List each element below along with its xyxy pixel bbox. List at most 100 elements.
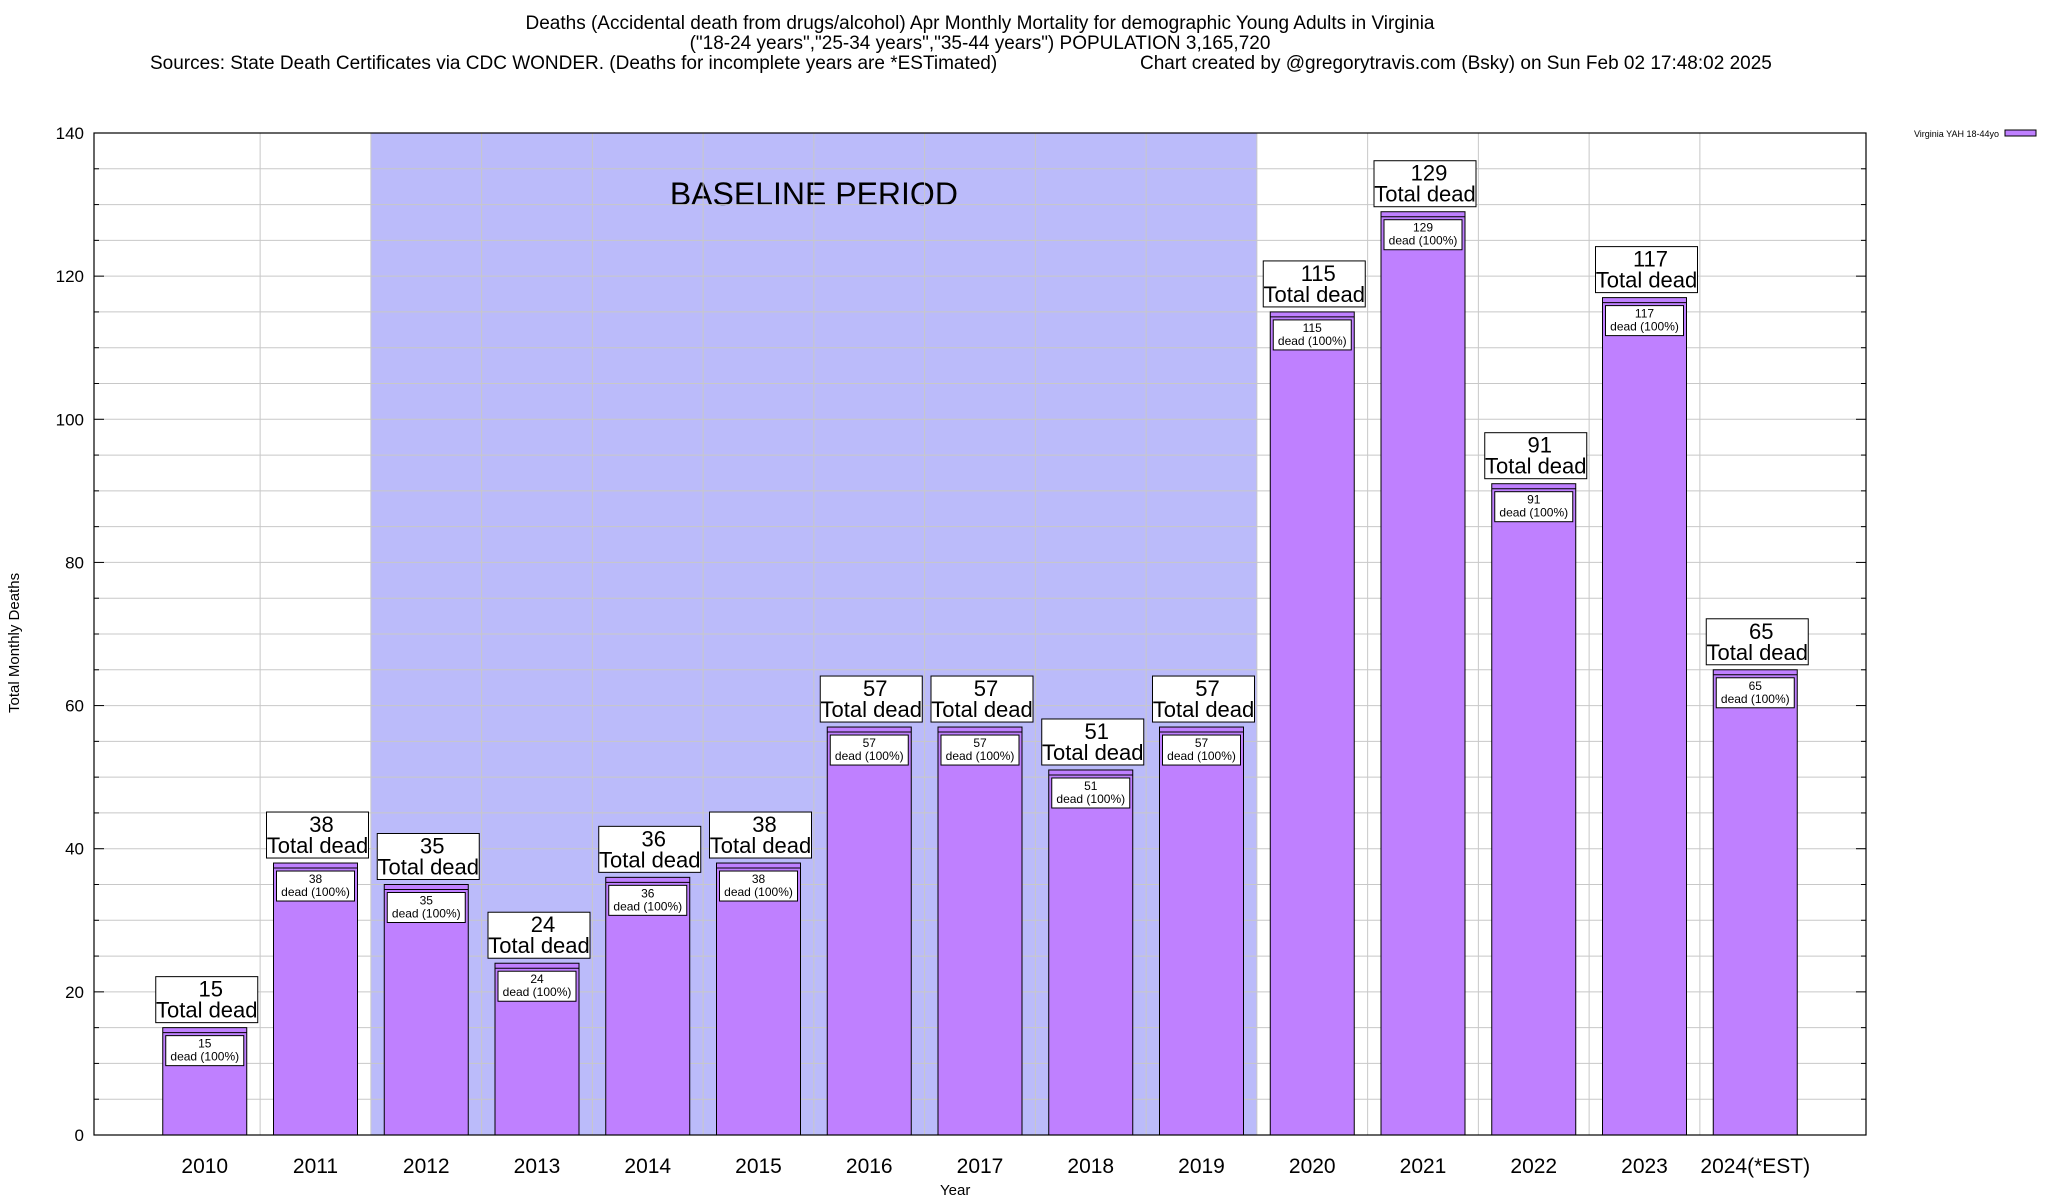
segment-label-text: dead (100%) [1389,234,1458,248]
segment-label-box [1494,491,1574,523]
segment-label-box [940,734,1020,766]
segment-label-text: dead (100%) [503,985,572,999]
total-label-box [819,675,923,723]
total-label-text: Total dead [931,697,1033,722]
x-tick-label: 2010 [181,1155,228,1178]
segment-label-text: dead (100%) [1610,320,1679,334]
total-label-text: Total dead [820,697,922,722]
total-label-value: 51 [1085,719,1109,744]
legend-swatch [2004,129,2037,137]
segment-label-value: 38 [309,872,323,886]
total-label-value: 129 [1411,161,1448,186]
total-label-text: Total dead [156,998,258,1023]
bar [1269,311,1355,1136]
bar [826,726,912,1136]
x-tick-label: 2019 [1178,1155,1225,1178]
total-label-box [1041,718,1145,766]
y-tick-label: 20 [65,983,84,1002]
segment-label-box [1162,734,1241,766]
total-label-value: 57 [974,676,998,701]
y-tick-label: 80 [65,553,84,572]
x-tick-label: 2021 [1400,1155,1447,1178]
total-label-value: 57 [863,676,887,701]
chart-sources: Sources: State Death Certificates via CD… [150,53,998,74]
total-label-text: Total dead [1706,640,1808,665]
total-label-value: 38 [752,812,776,837]
segment-label-value: 24 [530,972,544,986]
segment-label-value: 115 [1303,321,1322,335]
x-tick-label: 2020 [1289,1155,1336,1178]
total-label-text: Total dead [1263,282,1365,307]
segment-label-value: 35 [420,894,434,908]
segment-label-box [497,970,577,1002]
x-tick-label: 2014 [624,1155,671,1178]
total-label-text: Total dead [710,833,812,858]
x-axis-label: Year [940,1182,971,1199]
total-label-value: 115 [1301,261,1336,286]
plot-frame [93,132,1867,1136]
total-label-text: Total dead [267,833,369,858]
total-label-box [709,811,812,859]
total-label-value: 35 [420,834,444,859]
total-label-value: 91 [1528,433,1552,458]
x-tick-label: 2017 [957,1155,1004,1178]
x-tick-label: 2016 [846,1155,893,1178]
segment-label-box [1272,319,1352,351]
segment-label-text: dead (100%) [170,1050,239,1064]
y-tick-label: 140 [56,124,84,143]
segment-label-text: dead (100%) [946,749,1015,763]
total-label-value: 36 [642,826,666,851]
segment-label-value: 57 [973,736,987,750]
total-label-box [930,675,1034,723]
x-tick-label: 2011 [293,1155,338,1178]
x-tick-label: 2023 [1621,1155,1668,1178]
total-label-text: Total dead [377,855,479,880]
segment-label-text: dead (100%) [835,749,904,763]
chart-subtitle: ("18-24 years","25-34 years","35-44 year… [689,33,1271,54]
segment-label-box [165,1035,245,1067]
bar [1602,297,1687,1136]
x-tick-label: 2015 [735,1155,782,1178]
chart-title: Deaths (Accidental death from drugs/alco… [525,13,1435,34]
bar [1159,726,1244,1136]
chart-credit: Chart created by @gregorytravis.com (Bsk… [1140,53,1772,74]
total-label-box [266,811,369,859]
total-label-value: 65 [1749,619,1773,644]
segment-label-text: dead (100%) [1167,749,1236,763]
total-label-value: 117 [1633,247,1668,272]
segment-label-value: 117 [1635,307,1654,321]
x-tick-label: 2013 [514,1155,561,1178]
total-label-value: 38 [309,812,333,837]
x-tick-label: 2022 [1510,1155,1557,1178]
total-label-value: 57 [1195,676,1219,701]
segment-label-value: 36 [641,886,655,900]
segment-label-value: 57 [863,736,877,750]
segment-label-box [1715,677,1795,709]
total-label-text: Total dead [1374,182,1476,207]
total-label-value: 15 [199,977,223,1002]
bar [1048,769,1134,1136]
segment-label-text: dead (100%) [613,899,682,913]
segment-label-box [719,870,798,902]
total-label-box [1152,675,1255,723]
segment-label-box [829,734,909,766]
segment-label-value: 15 [198,1037,212,1051]
segment-label-text: dead (100%) [1278,334,1347,348]
total-label-value: 24 [531,912,555,937]
bar [1712,669,1798,1136]
segment-label-text: dead (100%) [1721,692,1790,706]
x-tick-label: 2018 [1067,1155,1114,1178]
y-tick-label: 100 [56,410,84,429]
bar [1491,483,1577,1136]
segment-label-value: 65 [1749,679,1763,693]
bar [937,726,1023,1136]
segment-label-value: 51 [1084,779,1098,793]
segment-label-value: 57 [1195,736,1209,750]
segment-label-text: dead (100%) [1499,506,1568,520]
bar [1380,211,1466,1136]
x-tick-label: 2024(*EST) [1700,1155,1810,1178]
x-tick-label: 2012 [403,1155,450,1178]
total-label-box [1595,246,1698,294]
y-tick-label: 60 [65,697,84,716]
